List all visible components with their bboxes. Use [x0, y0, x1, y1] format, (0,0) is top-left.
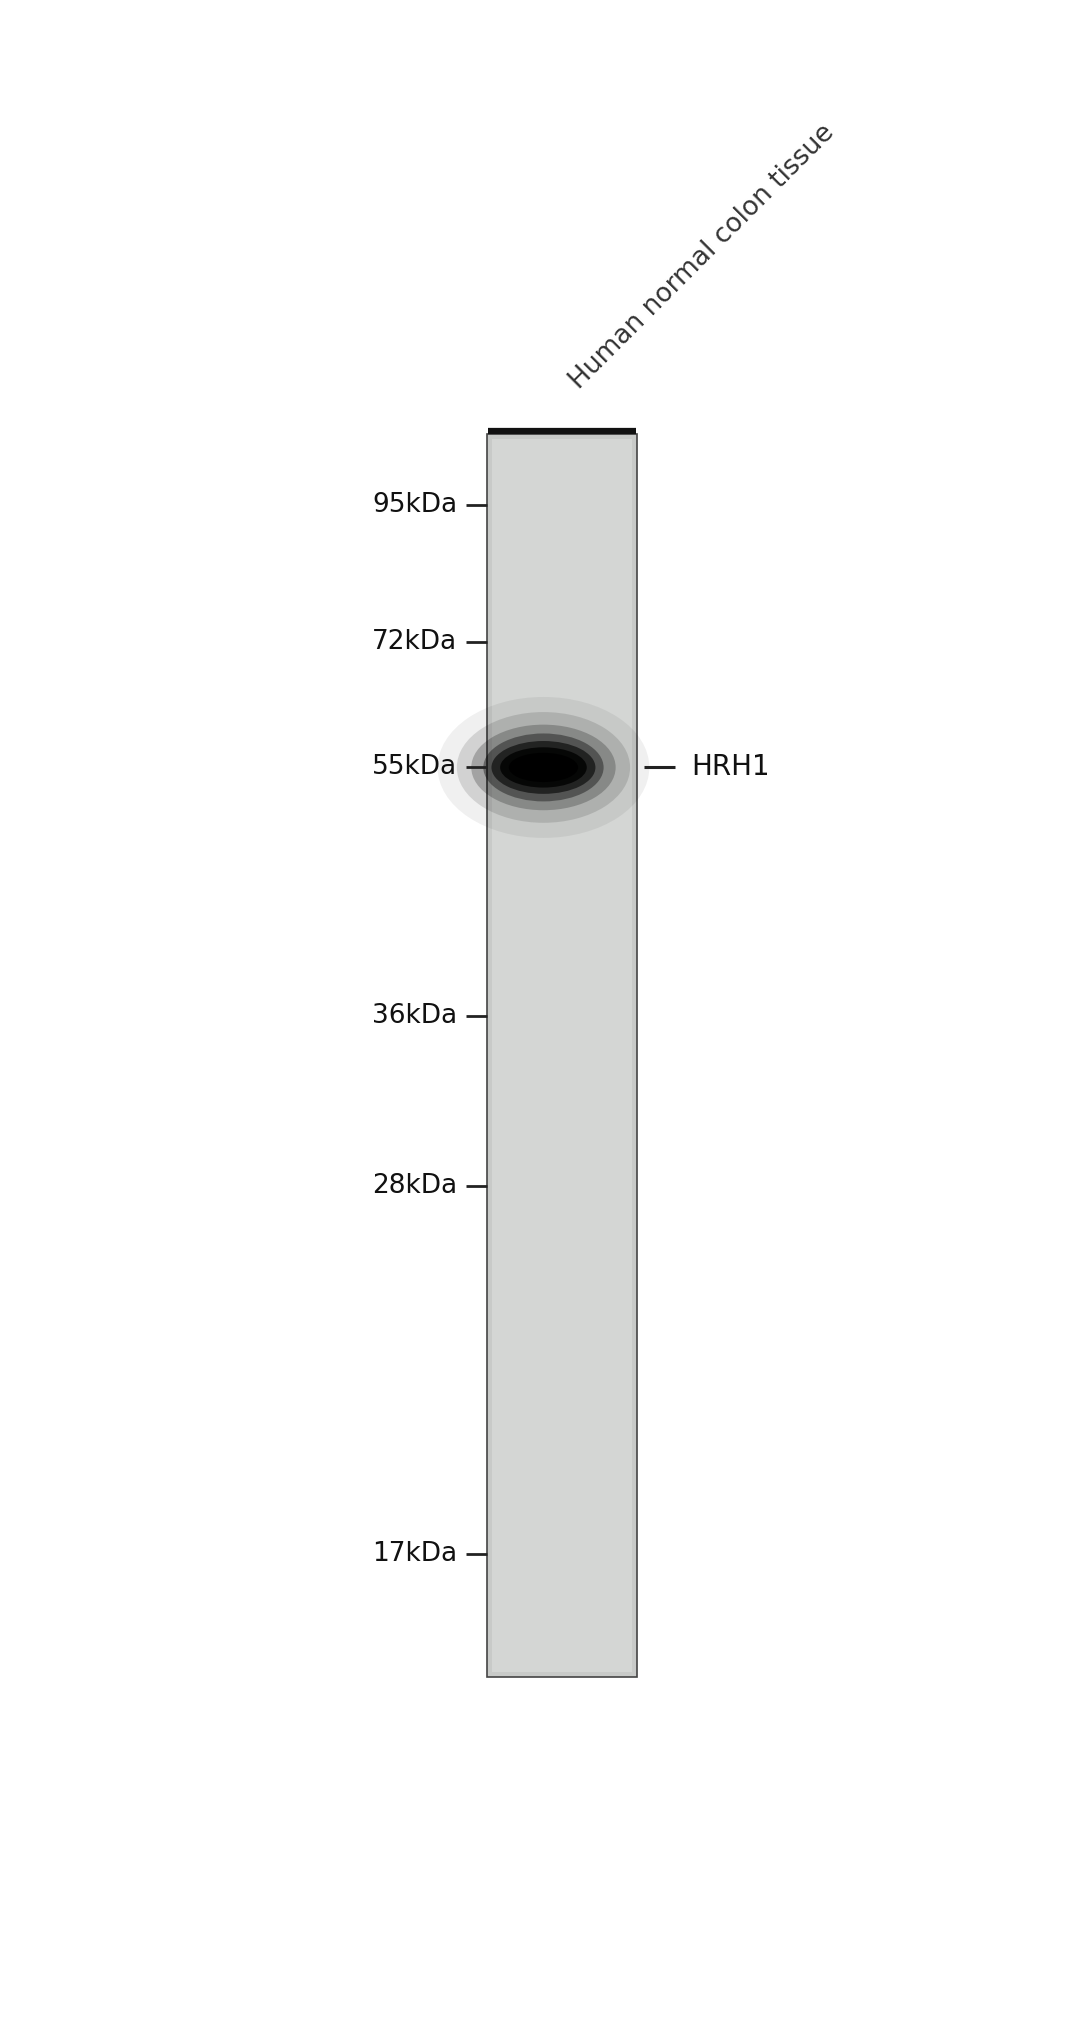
- Ellipse shape: [500, 748, 586, 787]
- Ellipse shape: [471, 725, 616, 811]
- Text: 95kDa: 95kDa: [373, 492, 457, 517]
- Ellipse shape: [483, 733, 604, 801]
- Ellipse shape: [457, 713, 630, 823]
- Ellipse shape: [518, 758, 568, 776]
- Text: Human normal colon tissue: Human normal colon tissue: [565, 121, 839, 394]
- Text: 55kDa: 55kDa: [373, 754, 457, 780]
- Bar: [491, 439, 632, 1671]
- Ellipse shape: [509, 752, 578, 782]
- Text: HRH1: HRH1: [691, 754, 770, 780]
- Text: 17kDa: 17kDa: [373, 1540, 457, 1567]
- Text: 36kDa: 36kDa: [373, 1003, 457, 1030]
- Bar: [486, 433, 637, 1677]
- Text: 72kDa: 72kDa: [373, 629, 457, 654]
- Ellipse shape: [437, 697, 649, 838]
- Text: 28kDa: 28kDa: [373, 1173, 457, 1199]
- Ellipse shape: [491, 742, 595, 795]
